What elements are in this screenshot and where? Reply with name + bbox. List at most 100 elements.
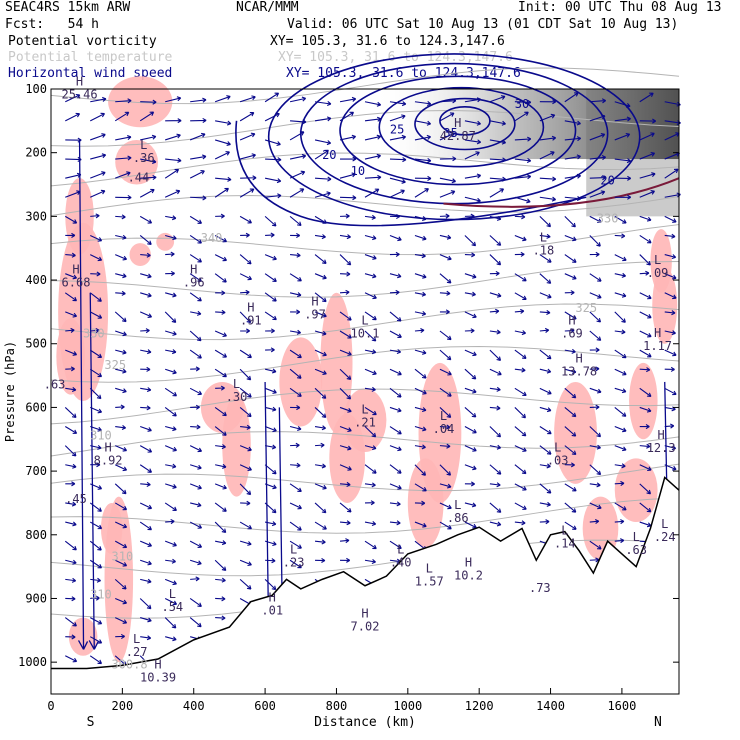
wind-vector bbox=[289, 329, 302, 335]
wind-vector bbox=[439, 132, 455, 141]
wind-vector bbox=[314, 234, 326, 240]
wind-vector bbox=[89, 502, 102, 512]
wind-vector bbox=[290, 462, 301, 468]
wind-vector bbox=[239, 132, 256, 141]
wind-vector bbox=[439, 254, 452, 261]
wind-vector bbox=[214, 406, 227, 417]
wind-vector bbox=[264, 311, 277, 321]
wind-vector bbox=[464, 97, 482, 103]
wind-vector bbox=[439, 190, 456, 198]
wind-vector bbox=[89, 617, 103, 625]
wind-vector bbox=[539, 151, 555, 160]
wind-vector bbox=[589, 347, 600, 353]
wind-vector bbox=[464, 196, 481, 203]
wind-vector bbox=[414, 188, 429, 198]
pv-blob bbox=[100, 502, 123, 554]
wind-vector bbox=[189, 292, 202, 302]
wind-vector bbox=[589, 311, 602, 323]
wind-vector bbox=[414, 215, 427, 221]
wind-vector bbox=[190, 154, 207, 160]
wind-vector bbox=[290, 309, 301, 315]
wind-vector bbox=[140, 426, 152, 432]
wind-vector bbox=[664, 254, 677, 260]
terrain-line bbox=[51, 476, 680, 670]
wind-vector bbox=[639, 235, 652, 244]
wind-vector bbox=[239, 95, 256, 103]
extremum-value: .04 bbox=[433, 422, 455, 436]
wind-vector bbox=[639, 172, 656, 179]
wind-contour-label: 25 bbox=[390, 123, 404, 137]
wind-vector bbox=[65, 386, 77, 392]
wind-vector bbox=[215, 463, 227, 469]
wind-vector bbox=[64, 540, 77, 551]
wind-vector bbox=[314, 407, 327, 418]
x-tick-label: 1400 bbox=[536, 699, 565, 713]
wind-vector bbox=[539, 233, 551, 239]
wind-vector bbox=[215, 540, 227, 546]
wind-contour bbox=[235, 120, 587, 227]
wind-vector bbox=[239, 188, 255, 198]
extremum-letter: L bbox=[633, 530, 640, 544]
wind-contour-label: 20 bbox=[322, 148, 336, 162]
wind-vector bbox=[389, 311, 402, 322]
wind-vector bbox=[239, 445, 252, 452]
wind-vector bbox=[389, 349, 402, 355]
wind-vector bbox=[290, 119, 307, 125]
wind-vector bbox=[164, 617, 177, 629]
extremum-letter: L bbox=[454, 498, 461, 512]
wind-vector bbox=[90, 271, 101, 277]
wind-vector bbox=[614, 132, 631, 141]
wind-vector bbox=[489, 270, 500, 277]
pv-blob bbox=[279, 337, 323, 427]
wind-vector bbox=[314, 101, 332, 107]
wind-vector bbox=[239, 559, 252, 567]
wind-vector bbox=[464, 328, 475, 334]
wind-vector bbox=[614, 349, 627, 359]
x-tick-label: 1000 bbox=[393, 699, 422, 713]
wind-vector bbox=[364, 273, 377, 279]
wind-vector bbox=[165, 292, 177, 298]
wind-vector bbox=[339, 172, 356, 179]
wind-vector bbox=[514, 483, 527, 491]
wind-vector bbox=[64, 215, 78, 224]
wind-vector bbox=[264, 368, 277, 374]
wind-vector bbox=[289, 368, 302, 379]
wind-vector bbox=[65, 93, 81, 103]
wind-vector bbox=[439, 290, 451, 296]
wind-vector bbox=[314, 502, 327, 514]
extremum-value: .97 bbox=[304, 307, 326, 321]
wind-vector bbox=[414, 234, 427, 241]
wind-vector bbox=[264, 292, 277, 302]
x-end-label-left: S bbox=[87, 715, 95, 730]
wind-vector bbox=[289, 483, 302, 493]
wind-vector bbox=[140, 635, 152, 641]
x-tick-label: 200 bbox=[112, 699, 134, 713]
theta-contour-label: 330 bbox=[597, 212, 619, 226]
wind-vector bbox=[89, 387, 102, 400]
wind-vector bbox=[464, 151, 480, 160]
wind-contour-label: 10 bbox=[351, 164, 365, 178]
extremum-value: .69 bbox=[561, 326, 583, 340]
wind-contour-label: 30 bbox=[515, 97, 529, 111]
wind-vector bbox=[589, 366, 600, 372]
wind-vector bbox=[339, 289, 350, 295]
extremum-letter: H bbox=[104, 441, 111, 455]
wind-vector bbox=[464, 252, 476, 258]
wind-vector bbox=[464, 273, 477, 279]
wind-vector bbox=[639, 349, 652, 358]
theta-line bbox=[50, 303, 680, 341]
wind-vector bbox=[464, 407, 477, 418]
wind-vector bbox=[589, 215, 602, 224]
y-tick-label: 400 bbox=[25, 273, 47, 287]
wind-vector bbox=[339, 502, 352, 513]
wind-vector bbox=[389, 406, 402, 413]
wind-vector bbox=[614, 194, 632, 200]
wind-vector bbox=[65, 273, 78, 280]
wind-vector bbox=[489, 329, 501, 335]
wind-vector bbox=[339, 481, 351, 487]
wind-vector bbox=[364, 406, 377, 416]
wind-vector bbox=[239, 349, 252, 359]
wind-vector bbox=[414, 100, 432, 106]
wind-vector bbox=[639, 190, 655, 198]
wind-vector bbox=[214, 349, 227, 358]
